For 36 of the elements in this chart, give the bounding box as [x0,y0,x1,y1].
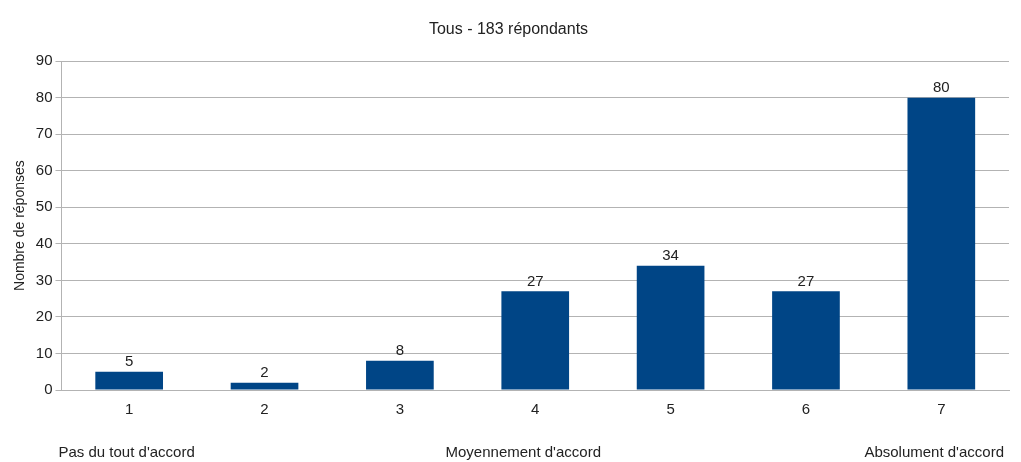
y-tick-label: 80 [35,87,53,105]
x-tick-label: 5 [666,400,675,418]
data-label: 34 [662,246,679,264]
bar [636,265,705,390]
bar [772,291,840,390]
x-tick-label: 7 [937,400,946,418]
y-tick-label: 0 [44,380,53,398]
bar [907,97,976,390]
bar [366,360,434,390]
x-tick-label: 3 [395,400,405,418]
y-axis-title: Nombre de réponses [11,160,28,291]
data-label: 27 [526,272,544,289]
y-tick-label: 30 [35,270,53,288]
data-label: 2 [260,363,269,381]
y-tick-label: 50 [35,197,53,215]
bar [501,291,570,390]
y-tick-label: 90 [35,51,53,69]
bar [230,382,299,390]
x-tick-label: 1 [124,400,134,418]
bar [95,371,163,390]
x-tick-label: 4 [531,400,540,418]
x-tick-label: 6 [801,400,811,418]
data-label: 5 [124,352,134,370]
y-tick-label: 10 [35,343,53,361]
y-tick-label: 70 [35,124,53,142]
y-tick-label: 40 [35,234,53,252]
data-label: 80 [932,78,950,96]
y-tick-label: 20 [35,307,53,325]
chart-title: Tous - 183 répondants [428,20,589,38]
data-label: 27 [797,272,815,289]
y-tick-label: 60 [35,160,53,178]
text: Pas du tout d'accord [58,443,195,461]
text: Moyennement d'accord [445,443,601,461]
text: Absolument d'accord [864,443,1004,461]
data-label: 8 [395,341,405,359]
x-tick-label: 2 [260,400,269,418]
